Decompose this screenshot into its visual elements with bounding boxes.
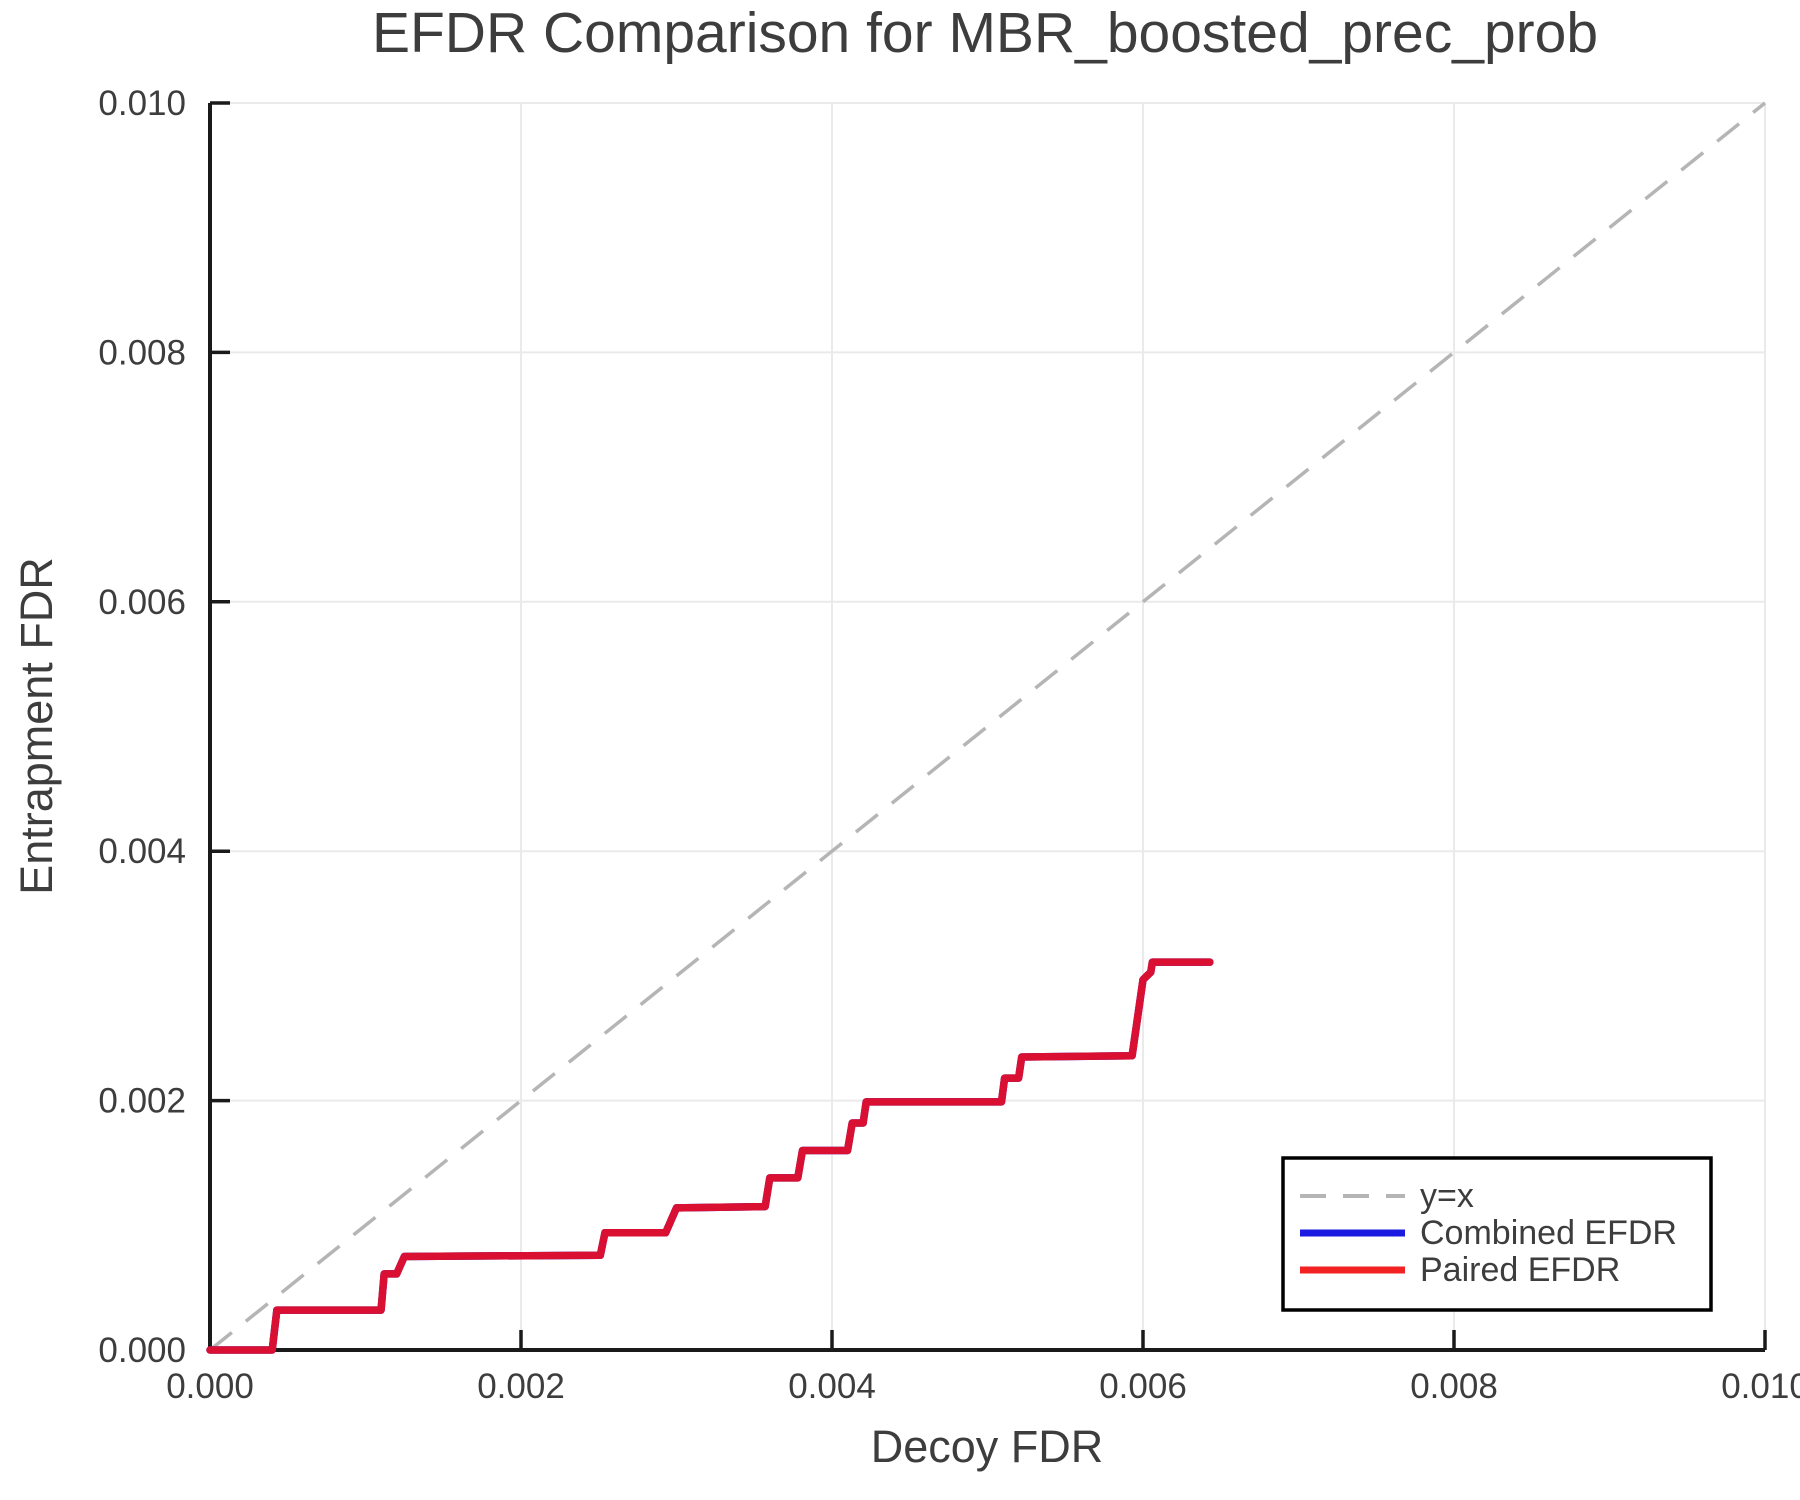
x-tick-label: 0.000 bbox=[166, 1367, 254, 1406]
x-tick-label: 0.002 bbox=[477, 1367, 565, 1406]
legend-label-yx: y=x bbox=[1420, 1177, 1474, 1215]
x-tick-label: 0.010 bbox=[1721, 1367, 1800, 1406]
legend-label-combined: Combined EFDR bbox=[1420, 1214, 1677, 1252]
y-axis-label: Entrapment FDR bbox=[11, 557, 62, 895]
legend-label-paired: Paired EFDR bbox=[1420, 1251, 1620, 1289]
y-tick-label: 0.004 bbox=[98, 832, 186, 871]
tick-labels: 0.000 0.002 0.004 0.006 0.008 0.010 0.000 0.002… bbox=[98, 84, 1800, 1406]
y-tick-label: 0.006 bbox=[98, 583, 186, 622]
x-axis-label: Decoy FDR bbox=[871, 1421, 1104, 1472]
axis-ticks bbox=[208, 101, 1767, 1352]
y-tick-label: 0.010 bbox=[98, 84, 186, 123]
x-tick-label: 0.004 bbox=[788, 1367, 876, 1406]
x-tick-label: 0.008 bbox=[1410, 1367, 1498, 1406]
combined-efdr-line bbox=[206, 958, 1214, 1354]
paired-efdr-line bbox=[206, 958, 1214, 1354]
y-tick-label: 0.002 bbox=[98, 1082, 186, 1121]
y-tick-label: 0.008 bbox=[98, 333, 186, 372]
chart-title: EFDR Comparison for MBR_boosted_prec_pro… bbox=[372, 1, 1598, 65]
y-tick-label: 0.000 bbox=[98, 1331, 186, 1370]
x-tick-label: 0.006 bbox=[1099, 1367, 1187, 1406]
legend: y=x Combined EFDR Paired EFDR bbox=[1281, 1156, 1713, 1312]
yx-reference-line bbox=[208, 101, 1767, 1352]
